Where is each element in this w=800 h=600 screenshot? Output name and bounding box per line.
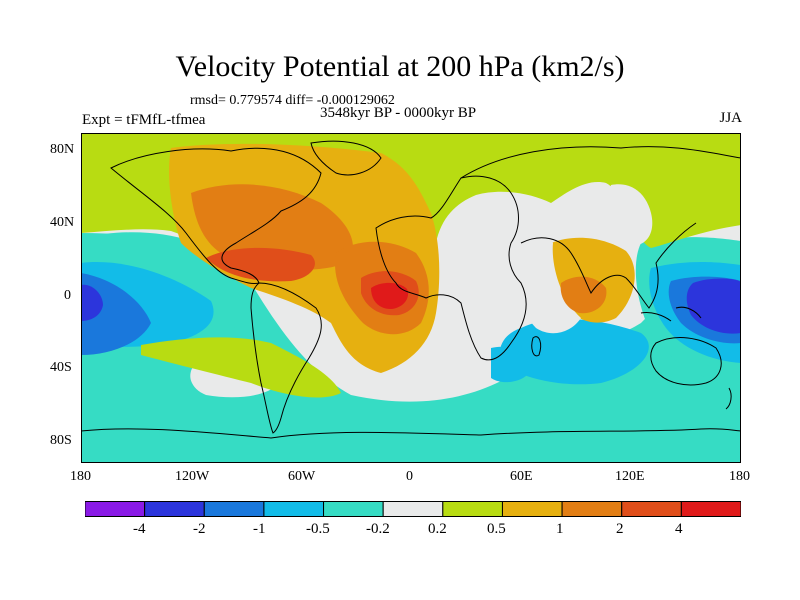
colorbar-label-9: 2 [616,521,624,537]
field-south-cyan [81,233,741,463]
coast-north-america [110,147,322,284]
lat-label-40n: 40N [50,215,75,230]
field-asia-white [607,184,653,246]
lon-label-60w: 60W [288,469,316,484]
colorbar-box [144,501,205,517]
lon-label-120e: 120E [615,469,645,484]
colorbar-box [680,501,741,517]
colorbar-box [85,501,146,517]
experiment-label: Expt = tFMfL-tfmea [82,112,206,128]
field-westpac-darkblue [686,278,741,334]
colorbar-label-10: 4 [675,521,683,537]
colorbar-box [263,501,325,517]
stats-line: rmsd= 0.779574 diff= -0.000129062 [190,93,395,108]
colorbar-box [203,501,265,517]
coastlines [81,140,741,439]
lon-label-120w: 120W [175,469,210,484]
lat-label-80n: 80N [50,142,75,157]
coast-new-zealand [725,387,732,410]
colorbar-label-5: -0.2 [366,521,390,537]
colorbar-label-7: 0.5 [487,521,506,537]
lon-label-180w: 180 [70,469,91,484]
coast-madagascar [531,336,542,357]
colorbar-box [561,501,623,517]
coast-south-america [250,282,322,434]
lat-label-40s: 40S [50,360,72,375]
field-indian-white [517,234,581,334]
chart-title: Velocity Potential at 200 hPa (km2/s) [175,50,625,83]
field-midlat-yellowgreen [141,337,341,398]
coast-antarctica [81,428,741,439]
field-indian-lightblue [499,318,649,385]
colorbar-label-2: -2 [193,521,206,537]
lat-label-0: 0 [64,288,71,303]
coast-indonesia [640,306,702,322]
colorbar-label-6: 0.2 [428,521,447,537]
colorbar-label-1: -4 [133,521,146,537]
coast-greenland [310,140,382,176]
period-label: 3548kyr BP - 0000kyr BP [320,105,477,121]
field-indian-orange [560,276,607,314]
lon-label-60e: 60E [510,469,533,484]
colorbar-box [323,501,384,517]
colorbar-label-8: 1 [556,521,564,537]
contour-fill-layer [81,133,741,463]
colorbar-label-4: -0.5 [306,521,330,537]
colorbar-box [501,501,563,517]
lat-label-80s: 80S [50,433,72,448]
field-eastpac-darkblue [81,284,103,321]
coast-asia [460,146,741,309]
colorbar [85,501,741,517]
field-caribbean-red [206,247,315,282]
map-frame [81,133,741,463]
lon-label-0: 0 [406,469,413,484]
velocity-potential-map [81,133,741,463]
colorbar-box [621,501,682,517]
season-label: JJA [719,110,742,126]
field-gulf-guinea-dark [371,282,409,309]
coast-australia [650,337,722,386]
colorbar-box [442,501,503,517]
colorbar-label-3: -1 [253,521,266,537]
lon-label-180e: 180 [729,469,750,484]
colorbar-box [382,501,444,517]
coast-africa-europe [375,175,527,361]
field-america-orange [191,184,353,270]
